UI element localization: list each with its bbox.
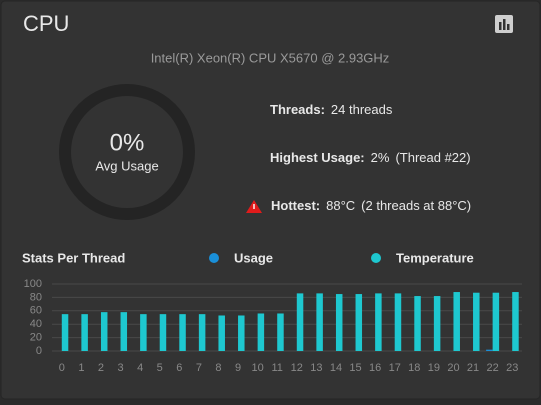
x-tick-label: 1 (78, 362, 84, 374)
y-tick-label: 100 (24, 278, 42, 290)
y-tick-label: 20 (30, 332, 42, 344)
bar (140, 314, 147, 351)
bar (159, 314, 167, 351)
x-tick-label: 2 (98, 362, 104, 374)
bar (473, 292, 480, 351)
x-tick-label: 8 (215, 362, 221, 374)
stat-label: Threads: (270, 102, 325, 117)
cpu-model: Intel(R) Xeon(R) CPU X5670 @ 2.93GHz (151, 50, 390, 65)
y-tick-label: 80 (30, 291, 42, 303)
bar (316, 293, 323, 351)
card-title: CPU (23, 11, 69, 36)
legend-dot (209, 253, 219, 263)
stat-highest: Highest Usage: 2% (Thread #22) (270, 150, 471, 165)
legend-label: Temperature (396, 250, 474, 265)
bar (375, 293, 382, 351)
bar (394, 293, 402, 351)
legend-dot (371, 253, 381, 263)
stat-value: 88°C (326, 198, 355, 213)
bar (414, 296, 421, 351)
bar (218, 315, 225, 351)
x-tick-label: 13 (310, 362, 322, 374)
bar (492, 292, 500, 351)
bar (512, 292, 519, 351)
bar (453, 292, 460, 351)
bar (61, 314, 69, 351)
x-tick-label: 21 (467, 362, 479, 374)
bar (257, 313, 265, 351)
y-tick-label: 0 (36, 345, 42, 357)
bar (120, 312, 128, 351)
x-tick-label: 22 (487, 362, 499, 374)
bar (179, 314, 186, 351)
bar (296, 293, 304, 351)
bar (486, 349, 493, 351)
x-tick-label: 10 (252, 362, 264, 374)
chart-icon[interactable] (495, 15, 513, 33)
x-tick-label: 5 (157, 362, 163, 374)
bar (81, 314, 88, 351)
warning-icon-mark (253, 204, 255, 209)
x-tick-label: 9 (235, 362, 241, 374)
x-tick-label: 0 (59, 362, 65, 374)
gauge-label: Avg Usage (95, 158, 158, 173)
y-tick-label: 60 (30, 305, 42, 317)
stat-detail: (Thread #22) (395, 150, 470, 165)
x-tick-label: 20 (447, 362, 459, 374)
x-tick-label: 18 (408, 362, 420, 374)
stat-detail: (2 threads at 88°C) (361, 198, 471, 213)
stat-label: Highest Usage: (270, 150, 365, 165)
x-tick-label: 17 (389, 362, 401, 374)
stat-label: Hottest: (271, 198, 320, 213)
x-tick-label: 16 (369, 362, 381, 374)
bar (100, 312, 108, 351)
x-tick-label: 15 (349, 362, 361, 374)
x-tick-label: 11 (271, 362, 282, 374)
bar (198, 314, 206, 351)
bar (238, 315, 245, 351)
stat-hottest: Hottest: 88°C (2 threads at 88°C) (271, 198, 471, 213)
bar (277, 313, 284, 351)
chart-title: Stats Per Thread (22, 250, 125, 265)
x-tick-label: 4 (137, 362, 143, 374)
x-tick-label: 7 (196, 362, 202, 374)
gauge-ring (59, 84, 195, 220)
bar (355, 294, 363, 351)
gauge-value: 0% (110, 129, 145, 156)
x-tick-label: 6 (176, 362, 182, 374)
x-tick-label: 3 (117, 362, 123, 374)
legend-label: Usage (234, 250, 273, 265)
x-tick-label: 14 (330, 362, 342, 374)
stat-value: 2% (371, 150, 390, 165)
stat-value: 24 threads (331, 102, 393, 117)
y-tick-label: 40 (30, 318, 42, 330)
x-tick-label: 12 (291, 362, 303, 374)
stat-threads: Threads: 24 threads (270, 102, 393, 117)
bar (335, 294, 343, 351)
x-tick-label: 19 (428, 362, 440, 374)
bar (433, 296, 441, 351)
x-tick-label: 23 (506, 362, 518, 374)
